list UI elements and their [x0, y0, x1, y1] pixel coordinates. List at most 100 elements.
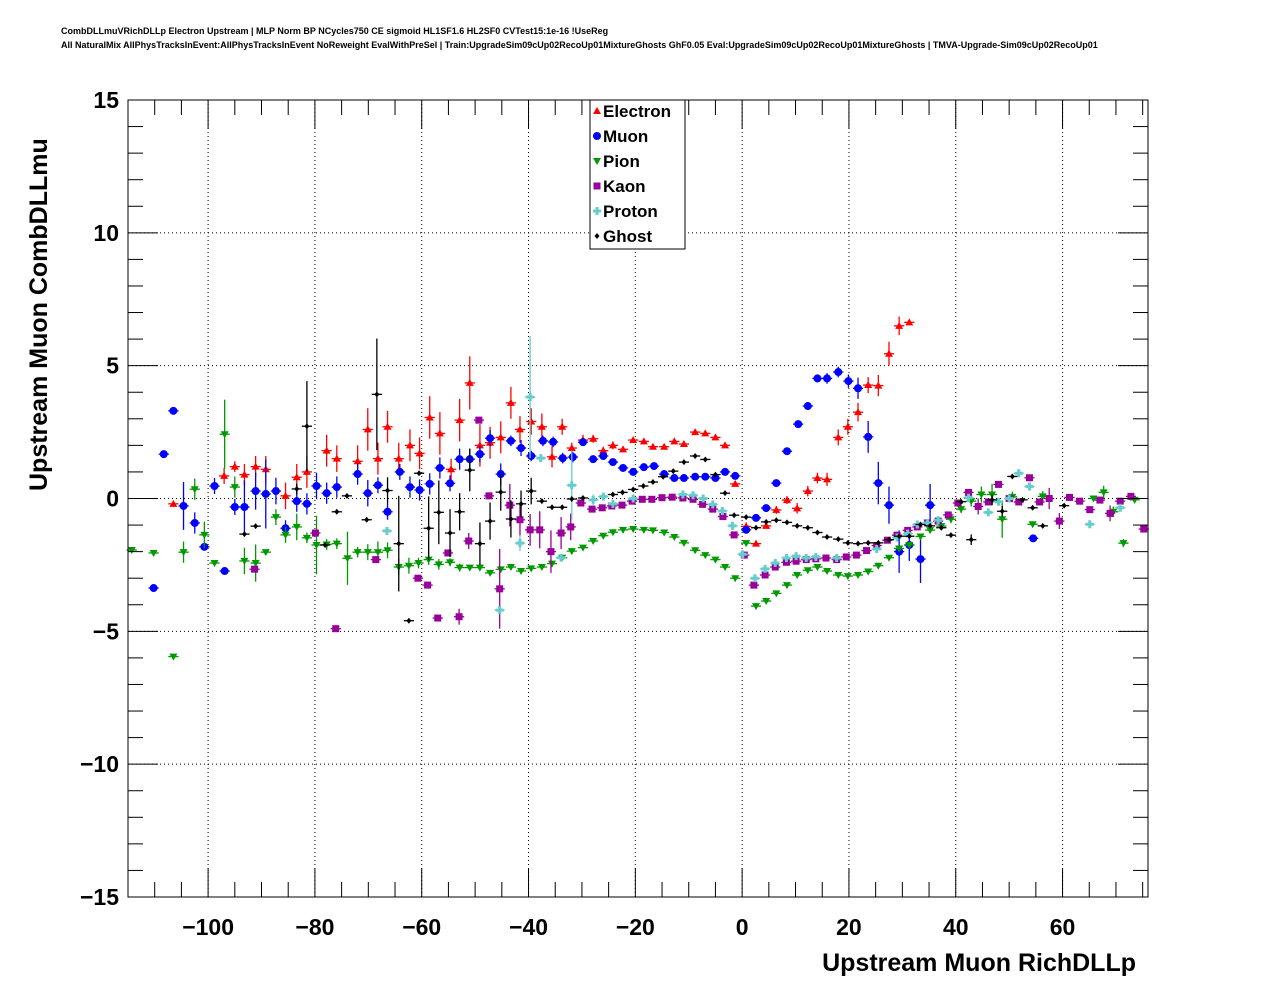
kaon-point	[637, 495, 648, 503]
ghost-marker	[886, 536, 892, 543]
electron-point	[659, 442, 670, 450]
pion-point	[781, 582, 793, 590]
proton-point	[1024, 482, 1035, 491]
ghost-marker	[865, 539, 871, 546]
kaon-marker	[730, 531, 738, 539]
muon-marker	[251, 487, 260, 496]
muon-point	[372, 477, 384, 494]
proton-marker	[1005, 494, 1014, 503]
pion-marker	[312, 541, 321, 549]
legend-label-muon: Muon	[603, 127, 648, 146]
muon-marker	[823, 374, 832, 383]
muon-marker	[782, 447, 791, 456]
kaon-marker	[547, 548, 555, 556]
ghost-point	[986, 494, 998, 506]
proton-point	[494, 606, 505, 615]
pion-point	[505, 564, 517, 572]
proton-marker	[750, 574, 759, 583]
muon-marker	[383, 507, 392, 516]
muon-marker	[558, 454, 567, 463]
proton-marker	[629, 494, 638, 503]
muon-point	[821, 373, 833, 384]
ghost-point	[668, 468, 679, 475]
muon-marker	[701, 472, 710, 481]
pion-point	[219, 399, 230, 469]
kaon-point	[565, 513, 576, 541]
muon-marker	[527, 451, 536, 460]
ghost-point	[515, 490, 527, 518]
muon-marker	[363, 489, 372, 498]
electron-marker	[843, 422, 852, 430]
electron-marker	[762, 521, 771, 529]
pion-marker	[629, 526, 638, 534]
proton-marker	[567, 481, 576, 490]
pion-marker	[475, 564, 484, 572]
ghost-marker	[712, 471, 718, 478]
pion-point	[331, 538, 342, 549]
electron-marker	[383, 422, 392, 430]
ghost-marker	[958, 498, 964, 505]
kaon-point	[1138, 525, 1149, 533]
kaon-marker	[444, 549, 452, 557]
proton-marker	[738, 550, 747, 559]
pion-point	[915, 533, 926, 541]
kaon-point	[759, 571, 771, 579]
proton-point	[588, 494, 599, 506]
electron-point	[607, 441, 619, 450]
kaon-point	[483, 492, 495, 500]
ghost-marker	[845, 539, 851, 546]
electron-point	[710, 433, 721, 441]
kaon-point	[707, 505, 718, 513]
kaon-point	[1115, 497, 1126, 505]
pion-marker	[905, 541, 914, 549]
electron-marker	[660, 442, 669, 450]
proton-point	[983, 508, 994, 517]
ghost-marker	[457, 508, 463, 515]
muon-point	[394, 463, 405, 480]
electron-marker	[558, 422, 567, 430]
pion-point	[617, 526, 629, 534]
ghost-marker	[938, 524, 944, 531]
pion-point	[647, 527, 659, 535]
legend-marker-electron-icon	[593, 107, 601, 114]
proton-point	[790, 552, 802, 561]
muon-point	[771, 479, 782, 488]
pion-point	[413, 557, 424, 569]
pion-marker	[434, 561, 443, 569]
pion-marker	[957, 506, 966, 514]
ghost-marker	[304, 423, 310, 430]
proton-point	[555, 553, 567, 562]
electron-point	[894, 316, 905, 336]
muon-marker	[608, 458, 617, 467]
muon-marker	[803, 402, 812, 411]
kaon-marker	[1015, 498, 1023, 506]
pion-marker	[292, 523, 301, 531]
ghost-point	[638, 483, 649, 490]
ghost-point	[771, 517, 782, 524]
ghost-marker	[1020, 496, 1026, 503]
muon-marker	[619, 463, 628, 472]
ghost-point	[741, 514, 752, 521]
kaon-marker	[1127, 492, 1135, 500]
electron-point	[526, 408, 537, 435]
muon-point	[925, 483, 936, 527]
kaon-point	[656, 494, 668, 502]
proton-marker	[536, 454, 545, 463]
proton-marker	[515, 539, 524, 548]
muon-point	[617, 463, 629, 472]
pion-marker	[762, 598, 771, 606]
ghost-marker	[364, 516, 370, 523]
proton-marker	[893, 533, 902, 542]
muon-marker	[538, 436, 547, 445]
muon-point	[178, 482, 189, 530]
kaon-marker	[475, 416, 483, 424]
electron-point	[678, 440, 690, 448]
ghost-point	[393, 495, 404, 592]
kaon-point	[473, 416, 484, 424]
legend-marker-pion-icon	[593, 158, 601, 165]
muon-marker	[179, 501, 188, 510]
kaon-marker	[965, 488, 973, 496]
proton-point	[717, 506, 728, 515]
muon-marker	[475, 450, 484, 459]
pion-marker	[589, 538, 598, 546]
